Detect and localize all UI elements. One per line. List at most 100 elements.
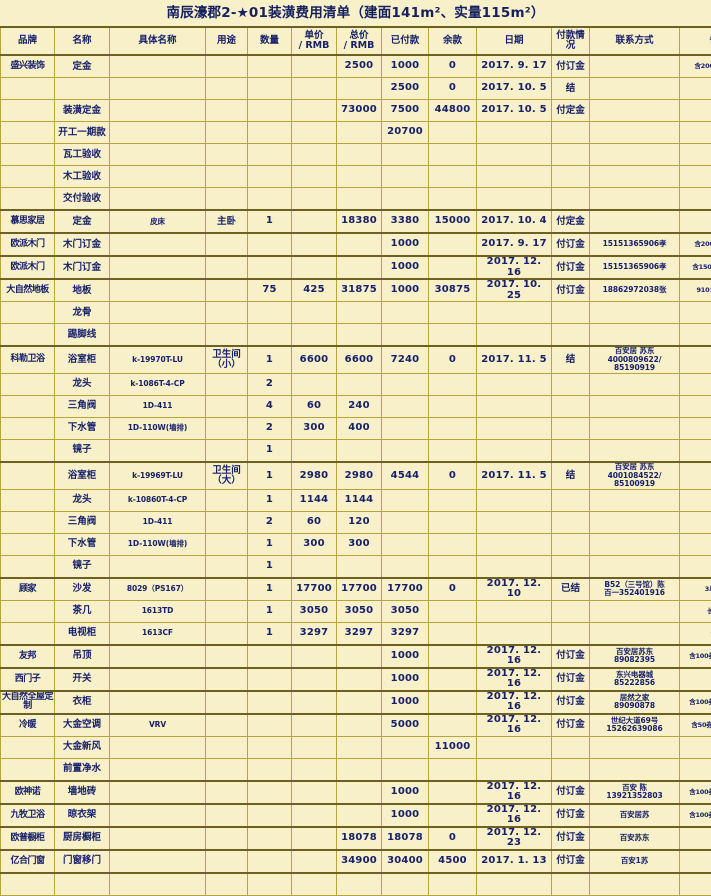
cell-balance[interactable]: [429, 600, 477, 622]
cell-remark[interactable]: [680, 533, 711, 555]
cell-date[interactable]: [477, 122, 552, 144]
cell-payment-status[interactable]: [552, 188, 590, 211]
cell-brand[interactable]: [1, 533, 55, 555]
cell-remark[interactable]: 含150券/抽奖100: [680, 256, 711, 279]
cell-total-price[interactable]: [337, 78, 382, 100]
cell-use[interactable]: [206, 302, 248, 324]
cell-quantity[interactable]: [248, 144, 292, 166]
cell-use[interactable]: [206, 668, 248, 691]
cell-name[interactable]: 电视柜: [55, 622, 110, 645]
cell-brand[interactable]: [1, 511, 55, 533]
cell-use[interactable]: [206, 714, 248, 737]
cell-name[interactable]: 龙头: [55, 373, 110, 395]
cell-use[interactable]: [206, 758, 248, 781]
cell-balance[interactable]: [429, 489, 477, 511]
cell-use[interactable]: [206, 489, 248, 511]
cell-name[interactable]: 装潢定金: [55, 100, 110, 122]
cell-brand[interactable]: [1, 188, 55, 211]
cell-contact[interactable]: [590, 55, 680, 78]
cell-paid[interactable]: [382, 188, 429, 211]
cell-use[interactable]: [206, 373, 248, 395]
cell-contact[interactable]: 百安苏东: [590, 827, 680, 850]
cell-brand[interactable]: [1, 417, 55, 439]
cell-use[interactable]: [206, 78, 248, 100]
cell-total-price[interactable]: [337, 373, 382, 395]
cell-date[interactable]: [477, 489, 552, 511]
cell-spec[interactable]: k-10860T-4-CP: [110, 489, 206, 511]
cell-payment-status[interactable]: [552, 373, 590, 395]
cell-remark[interactable]: 3单+躺位: [680, 578, 711, 601]
cell-total-price[interactable]: [337, 122, 382, 144]
cell-name[interactable]: [55, 873, 110, 896]
cell-brand[interactable]: [1, 78, 55, 100]
cell-brand[interactable]: 大自然全屋定制: [1, 691, 55, 714]
cell-unit-price[interactable]: 6600: [292, 346, 337, 373]
cell-remark[interactable]: [680, 122, 711, 144]
cell-paid[interactable]: 1000: [382, 645, 429, 668]
cell-quantity[interactable]: 4: [248, 395, 292, 417]
cell-name[interactable]: 木门订金: [55, 233, 110, 256]
cell-remark[interactable]: 含200券/抽奖50: [680, 233, 711, 256]
cell-balance[interactable]: [429, 533, 477, 555]
cell-date[interactable]: [477, 144, 552, 166]
cell-contact[interactable]: [590, 122, 680, 144]
cell-unit-price[interactable]: 3297: [292, 622, 337, 645]
cell-balance[interactable]: [429, 395, 477, 417]
cell-contact[interactable]: [590, 417, 680, 439]
cell-paid[interactable]: 5000: [382, 714, 429, 737]
cell-name[interactable]: 浴室柜: [55, 346, 110, 373]
cell-paid[interactable]: 30400: [382, 850, 429, 873]
cell-remark[interactable]: [680, 166, 711, 188]
cell-unit-price[interactable]: [292, 233, 337, 256]
cell-payment-status[interactable]: 付订金: [552, 55, 590, 78]
cell-total-price[interactable]: 17700: [337, 578, 382, 601]
cell-balance[interactable]: [429, 555, 477, 578]
cell-date[interactable]: [477, 758, 552, 781]
cell-date[interactable]: [477, 373, 552, 395]
cell-contact[interactable]: [590, 555, 680, 578]
cell-use[interactable]: 主卧: [206, 210, 248, 233]
cell-balance[interactable]: [429, 373, 477, 395]
cell-payment-status[interactable]: 付订金: [552, 279, 590, 302]
cell-spec[interactable]: [110, 233, 206, 256]
cell-use[interactable]: [206, 144, 248, 166]
cell-paid[interactable]: 18078: [382, 827, 429, 850]
cell-payment-status[interactable]: [552, 489, 590, 511]
cell-payment-status[interactable]: 付订金: [552, 645, 590, 668]
cell-brand[interactable]: 欧神诺: [1, 781, 55, 804]
cell-date[interactable]: [477, 873, 552, 896]
cell-contact[interactable]: [590, 210, 680, 233]
cell-total-price[interactable]: 3050: [337, 600, 382, 622]
cell-name[interactable]: 龙骨: [55, 302, 110, 324]
cell-paid[interactable]: [382, 736, 429, 758]
cell-remark[interactable]: [680, 324, 711, 347]
cell-payment-status[interactable]: [552, 622, 590, 645]
cell-brand[interactable]: 友邦: [1, 645, 55, 668]
cell-date[interactable]: 2017. 12. 16: [477, 714, 552, 737]
cell-remark[interactable]: [680, 555, 711, 578]
cell-balance[interactable]: [429, 668, 477, 691]
cell-spec[interactable]: [110, 781, 206, 804]
cell-spec[interactable]: [110, 256, 206, 279]
cell-contact[interactable]: [590, 395, 680, 417]
cell-use[interactable]: [206, 256, 248, 279]
cell-balance[interactable]: [429, 873, 477, 896]
cell-payment-status[interactable]: [552, 166, 590, 188]
cell-brand[interactable]: [1, 166, 55, 188]
cell-remark[interactable]: 长2M: [680, 622, 711, 645]
cell-unit-price[interactable]: 2980: [292, 462, 337, 489]
cell-remark[interactable]: 单盆: [680, 462, 711, 489]
cell-spec[interactable]: [110, 144, 206, 166]
cell-balance[interactable]: 15000: [429, 210, 477, 233]
cell-quantity[interactable]: [248, 78, 292, 100]
cell-balance[interactable]: [429, 188, 477, 211]
cell-contact[interactable]: [590, 439, 680, 462]
cell-date[interactable]: 2017. 1. 13: [477, 850, 552, 873]
cell-name[interactable]: 开工一期款: [55, 122, 110, 144]
cell-quantity[interactable]: 1: [248, 489, 292, 511]
cell-payment-status[interactable]: [552, 873, 590, 896]
cell-date[interactable]: 2017. 11. 5: [477, 346, 552, 373]
cell-date[interactable]: [477, 395, 552, 417]
